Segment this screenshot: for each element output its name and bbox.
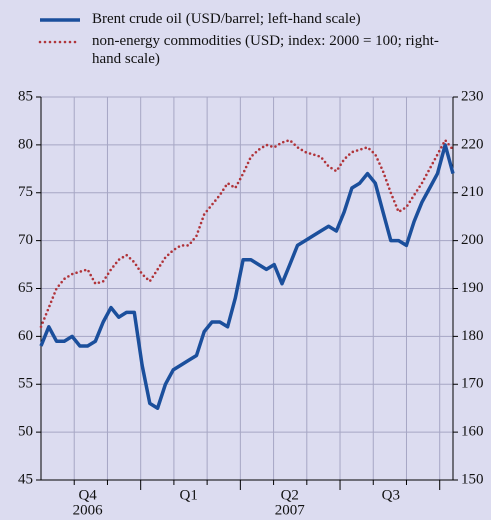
y-tick-label: 65 (18, 280, 33, 296)
y-tick-label: 85 (18, 88, 33, 104)
y-tick-label: 70 (18, 232, 33, 248)
legend-label: Brent crude oil (USD/barrel; left-hand s… (92, 11, 361, 27)
y-tick-label: 50 (18, 424, 33, 440)
y-tick-label: 75 (18, 184, 33, 200)
x-tick-label: Q3 (382, 487, 400, 503)
x-year-label: 2007 (275, 502, 306, 518)
y2-tick-label: 180 (461, 328, 484, 344)
series-line (39, 138, 455, 329)
y2-tick-label: 160 (461, 424, 484, 440)
y2-tick-label: 170 (461, 376, 484, 392)
x-tick-label: Q1 (180, 487, 198, 503)
x-year-label: 2006 (73, 502, 104, 518)
y2-tick-label: 230 (461, 88, 484, 104)
legend-label: non-energy commodities (USD; index: 2000… (92, 33, 439, 67)
y-tick-label: 45 (18, 471, 33, 487)
y2-tick-label: 210 (461, 184, 484, 200)
y-tick-label: 60 (18, 328, 33, 344)
y2-tick-label: 200 (461, 232, 484, 248)
y2-tick-label: 190 (461, 280, 484, 296)
y-tick-label: 80 (18, 136, 33, 152)
x-tick-label: Q2 (281, 487, 299, 503)
y-tick-label: 55 (18, 376, 33, 392)
series-line (39, 143, 455, 410)
x-tick-label: Q4 (78, 487, 97, 503)
y2-tick-label: 150 (461, 471, 484, 487)
y2-tick-label: 220 (461, 136, 484, 152)
